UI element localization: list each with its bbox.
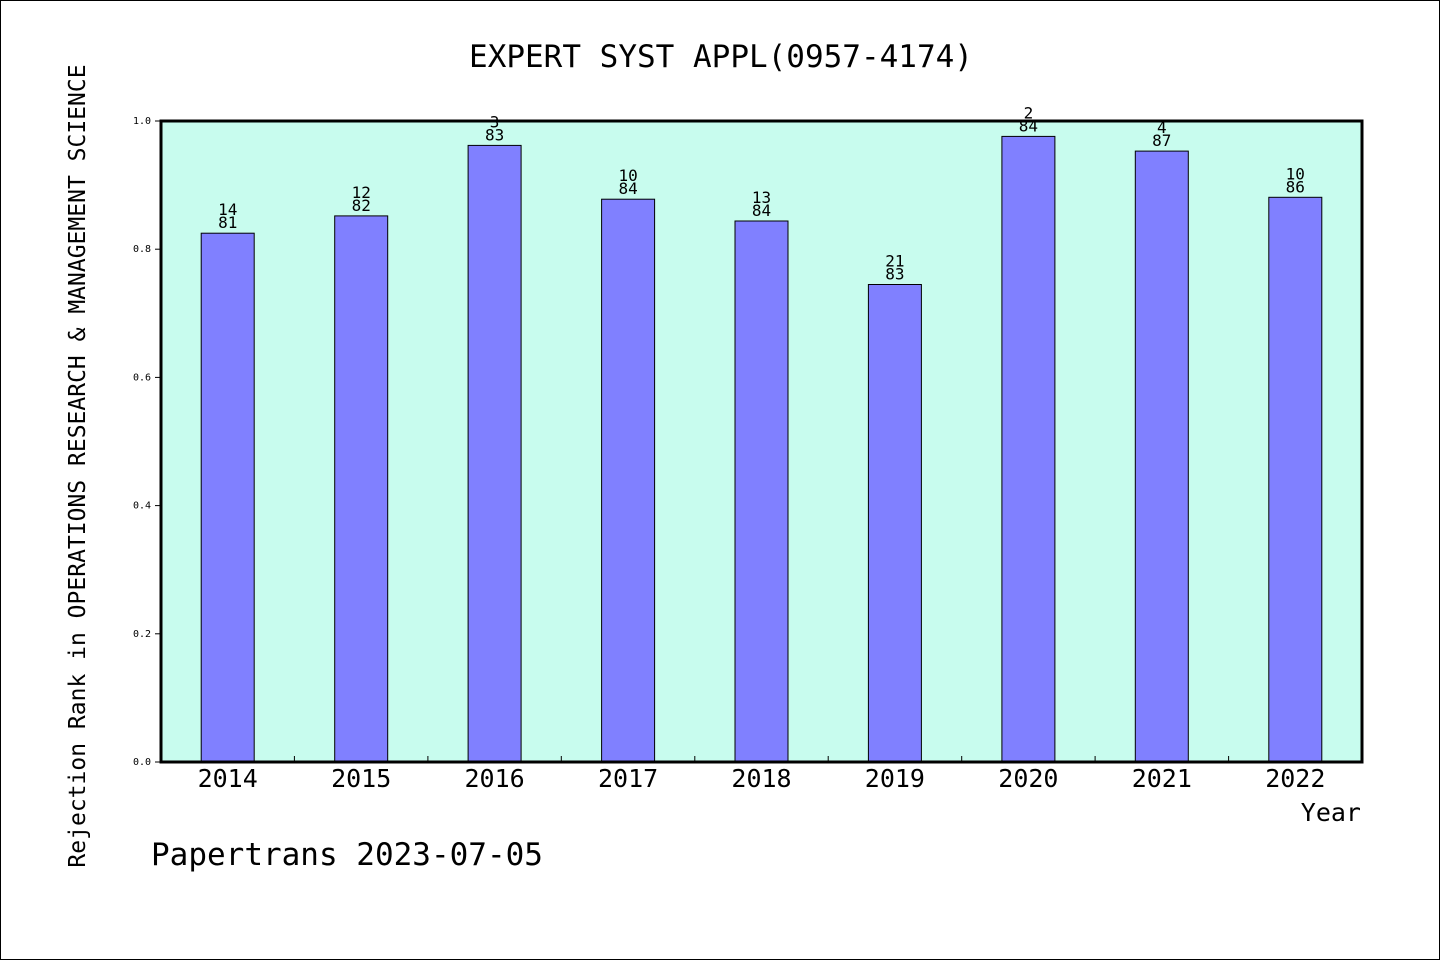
y-tick-label: 0.4	[133, 501, 151, 512]
bar-2014	[200, 232, 255, 763]
bars-group	[200, 135, 1323, 763]
bar-label-bottom-2022: 86	[1286, 177, 1305, 196]
x-tick-label-2016: 2016	[464, 764, 524, 793]
bar-label-top-2017: 10	[618, 166, 637, 185]
bar-label-bottom-2019: 83	[885, 265, 904, 284]
bar-label-top-2015: 12	[352, 183, 371, 202]
bar-label-top-2022: 10	[1286, 164, 1305, 183]
bar-2016	[467, 144, 522, 763]
y-tick-label: 0.0	[133, 757, 151, 768]
y-tick-label: 0.8	[133, 244, 151, 255]
bar-label-bottom-2015: 82	[352, 196, 371, 215]
x-tick-label-2020: 2020	[998, 764, 1058, 793]
bar-2022	[1268, 196, 1323, 763]
x-axis: 2014 2015 2016 2017 2018 2019 2020 2021 2022	[198, 756, 1325, 793]
x-tick-label-2015: 2015	[331, 764, 391, 793]
y-axis-label: Rejection Rank in OPERATIONS RESEARCH & …	[65, 64, 91, 867]
plot-border	[159, 119, 1364, 764]
x-tick-label-2021: 2021	[1132, 764, 1192, 793]
bar-label-bottom-2016: 83	[485, 125, 504, 144]
bar-label-bottom-2018: 84	[752, 201, 771, 220]
bar-label-bottom-2021: 87	[1152, 131, 1171, 150]
bar-label-top-2020: 2	[1024, 103, 1034, 122]
x-tick-label-2017: 2017	[598, 764, 658, 793]
x-tick-label-2019: 2019	[865, 764, 925, 793]
bar-2015	[334, 215, 389, 763]
bar-label-bottom-2014: 81	[218, 213, 237, 232]
footer-note: Papertrans 2023-07-05	[151, 837, 543, 873]
x-tick-label-2018: 2018	[731, 764, 791, 793]
bar-label-bottom-2020: 84	[1019, 116, 1038, 135]
y-tick-label: 0.6	[133, 372, 151, 383]
bar-2017	[601, 198, 656, 763]
bar-2019	[867, 284, 922, 763]
chart-title: EXPERT SYST APPL(0957-4174)	[469, 39, 973, 75]
bar-2018	[734, 220, 789, 763]
y-tick-label: 0.2	[133, 629, 151, 640]
bar-label-bottom-2017: 84	[618, 179, 637, 198]
x-tick-label-2014: 2014	[198, 764, 258, 793]
x-tick-label-2022: 2022	[1265, 764, 1325, 793]
bar-2021	[1134, 150, 1189, 763]
bar-2020	[1001, 135, 1056, 763]
x-axis-label: Year	[1301, 798, 1361, 827]
bar-label-top-2019: 21	[885, 252, 904, 271]
bar-label-top-2018: 13	[752, 188, 771, 207]
y-axis: 0.0 0.2 0.4 0.6 0.8 1.0	[133, 116, 161, 768]
y-tick-label: 1.0	[133, 116, 151, 127]
bar-label-top-2014: 14	[218, 200, 237, 219]
bar-label-top-2021: 4	[1157, 118, 1167, 137]
